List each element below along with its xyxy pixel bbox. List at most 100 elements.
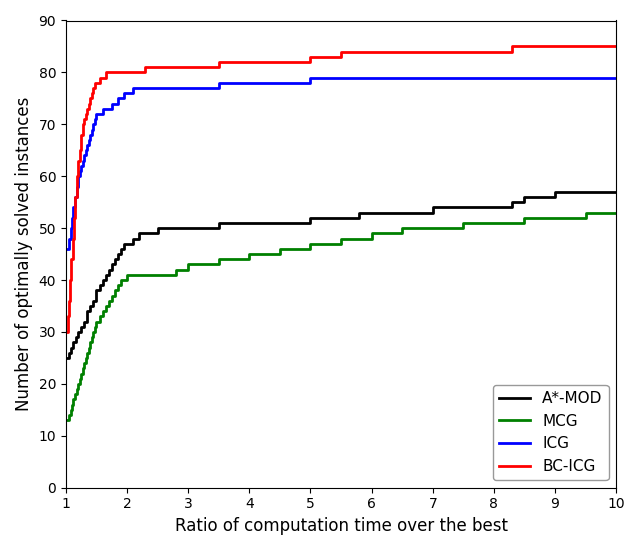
ICG [108, 100, 116, 107]
ICG [148, 85, 156, 91]
MCG [460, 219, 467, 226]
A*-MOD [114, 251, 122, 257]
A*-MOD [136, 230, 143, 236]
ICG [81, 152, 88, 159]
ICG [62, 246, 70, 252]
MCG [86, 339, 94, 345]
MCG [77, 370, 85, 377]
ICG [215, 80, 223, 86]
BC-ICG [551, 43, 559, 50]
A*-MOD [120, 240, 128, 247]
BC-ICG [64, 313, 72, 320]
ICG [114, 95, 122, 102]
ICG [490, 74, 498, 81]
A*-MOD [508, 199, 516, 206]
A*-MOD [368, 210, 376, 216]
A*-MOD [96, 282, 104, 289]
BC-ICG [114, 69, 122, 76]
Line: BC-ICG: BC-ICG [66, 46, 616, 332]
BC-ICG [96, 74, 104, 81]
A*-MOD [72, 334, 79, 340]
MCG [429, 225, 436, 232]
BC-ICG [68, 235, 76, 242]
A*-MOD [184, 225, 192, 232]
ICG [69, 204, 77, 211]
ICG [124, 90, 131, 96]
BC-ICG [88, 90, 96, 96]
ICG [368, 74, 376, 81]
BC-ICG [129, 69, 137, 76]
MCG [246, 251, 253, 257]
MCG [93, 318, 100, 325]
BC-ICG [65, 298, 73, 304]
MCG [82, 355, 90, 361]
MCG [111, 287, 118, 294]
A*-MOD [307, 214, 314, 221]
BC-ICG [76, 147, 84, 153]
ICG [67, 225, 75, 232]
A*-MOD [90, 298, 97, 304]
A*-MOD [74, 329, 82, 336]
BC-ICG [70, 214, 77, 221]
ICG [337, 74, 345, 81]
MCG [79, 365, 87, 372]
MCG [124, 272, 131, 278]
Line: A*-MOD: A*-MOD [66, 192, 616, 358]
A*-MOD [83, 308, 91, 315]
A*-MOD [102, 272, 109, 278]
MCG [83, 349, 91, 356]
ICG [160, 85, 168, 91]
ICG [117, 95, 125, 102]
MCG [74, 381, 82, 387]
MCG [337, 235, 345, 242]
MCG [92, 323, 99, 330]
X-axis label: Ratio of computation time over the best: Ratio of computation time over the best [175, 517, 508, 535]
ICG [429, 74, 436, 81]
MCG [68, 402, 76, 408]
ICG [129, 85, 137, 91]
ICG [136, 85, 143, 91]
ICG [356, 74, 364, 81]
BC-ICG [307, 53, 314, 60]
BC-ICG [68, 256, 76, 262]
BC-ICG [141, 64, 149, 70]
MCG [102, 302, 109, 309]
BC-ICG [79, 121, 87, 128]
A*-MOD [612, 189, 620, 195]
ICG [76, 168, 84, 174]
ICG [73, 183, 81, 190]
A*-MOD [99, 277, 106, 283]
BC-ICG [490, 48, 498, 55]
A*-MOD [111, 256, 118, 262]
ICG [111, 100, 118, 107]
BC-ICG [86, 95, 94, 102]
Legend: A*-MOD, MCG, ICG, BC-ICG: A*-MOD, MCG, ICG, BC-ICG [493, 385, 609, 480]
MCG [307, 240, 314, 247]
A*-MOD [129, 235, 137, 242]
MCG [117, 277, 125, 283]
BC-ICG [184, 64, 192, 70]
ICG [96, 111, 104, 117]
A*-MOD [337, 214, 345, 221]
MCG [96, 313, 104, 320]
BC-ICG [99, 74, 106, 81]
BC-ICG [172, 64, 180, 70]
BC-ICG [92, 80, 99, 86]
ICG [105, 106, 113, 112]
A*-MOD [148, 230, 156, 236]
A*-MOD [356, 210, 364, 216]
A*-MOD [215, 219, 223, 226]
A*-MOD [117, 246, 125, 252]
BC-ICG [102, 69, 109, 76]
BC-ICG [215, 59, 223, 65]
ICG [82, 147, 90, 153]
ICG [154, 85, 161, 91]
ICG [68, 214, 76, 221]
ICG [65, 235, 73, 242]
BC-ICG [117, 69, 125, 76]
A*-MOD [93, 287, 100, 294]
MCG [71, 391, 79, 398]
BC-ICG [85, 100, 93, 107]
ICG [551, 74, 559, 81]
MCG [67, 406, 75, 413]
